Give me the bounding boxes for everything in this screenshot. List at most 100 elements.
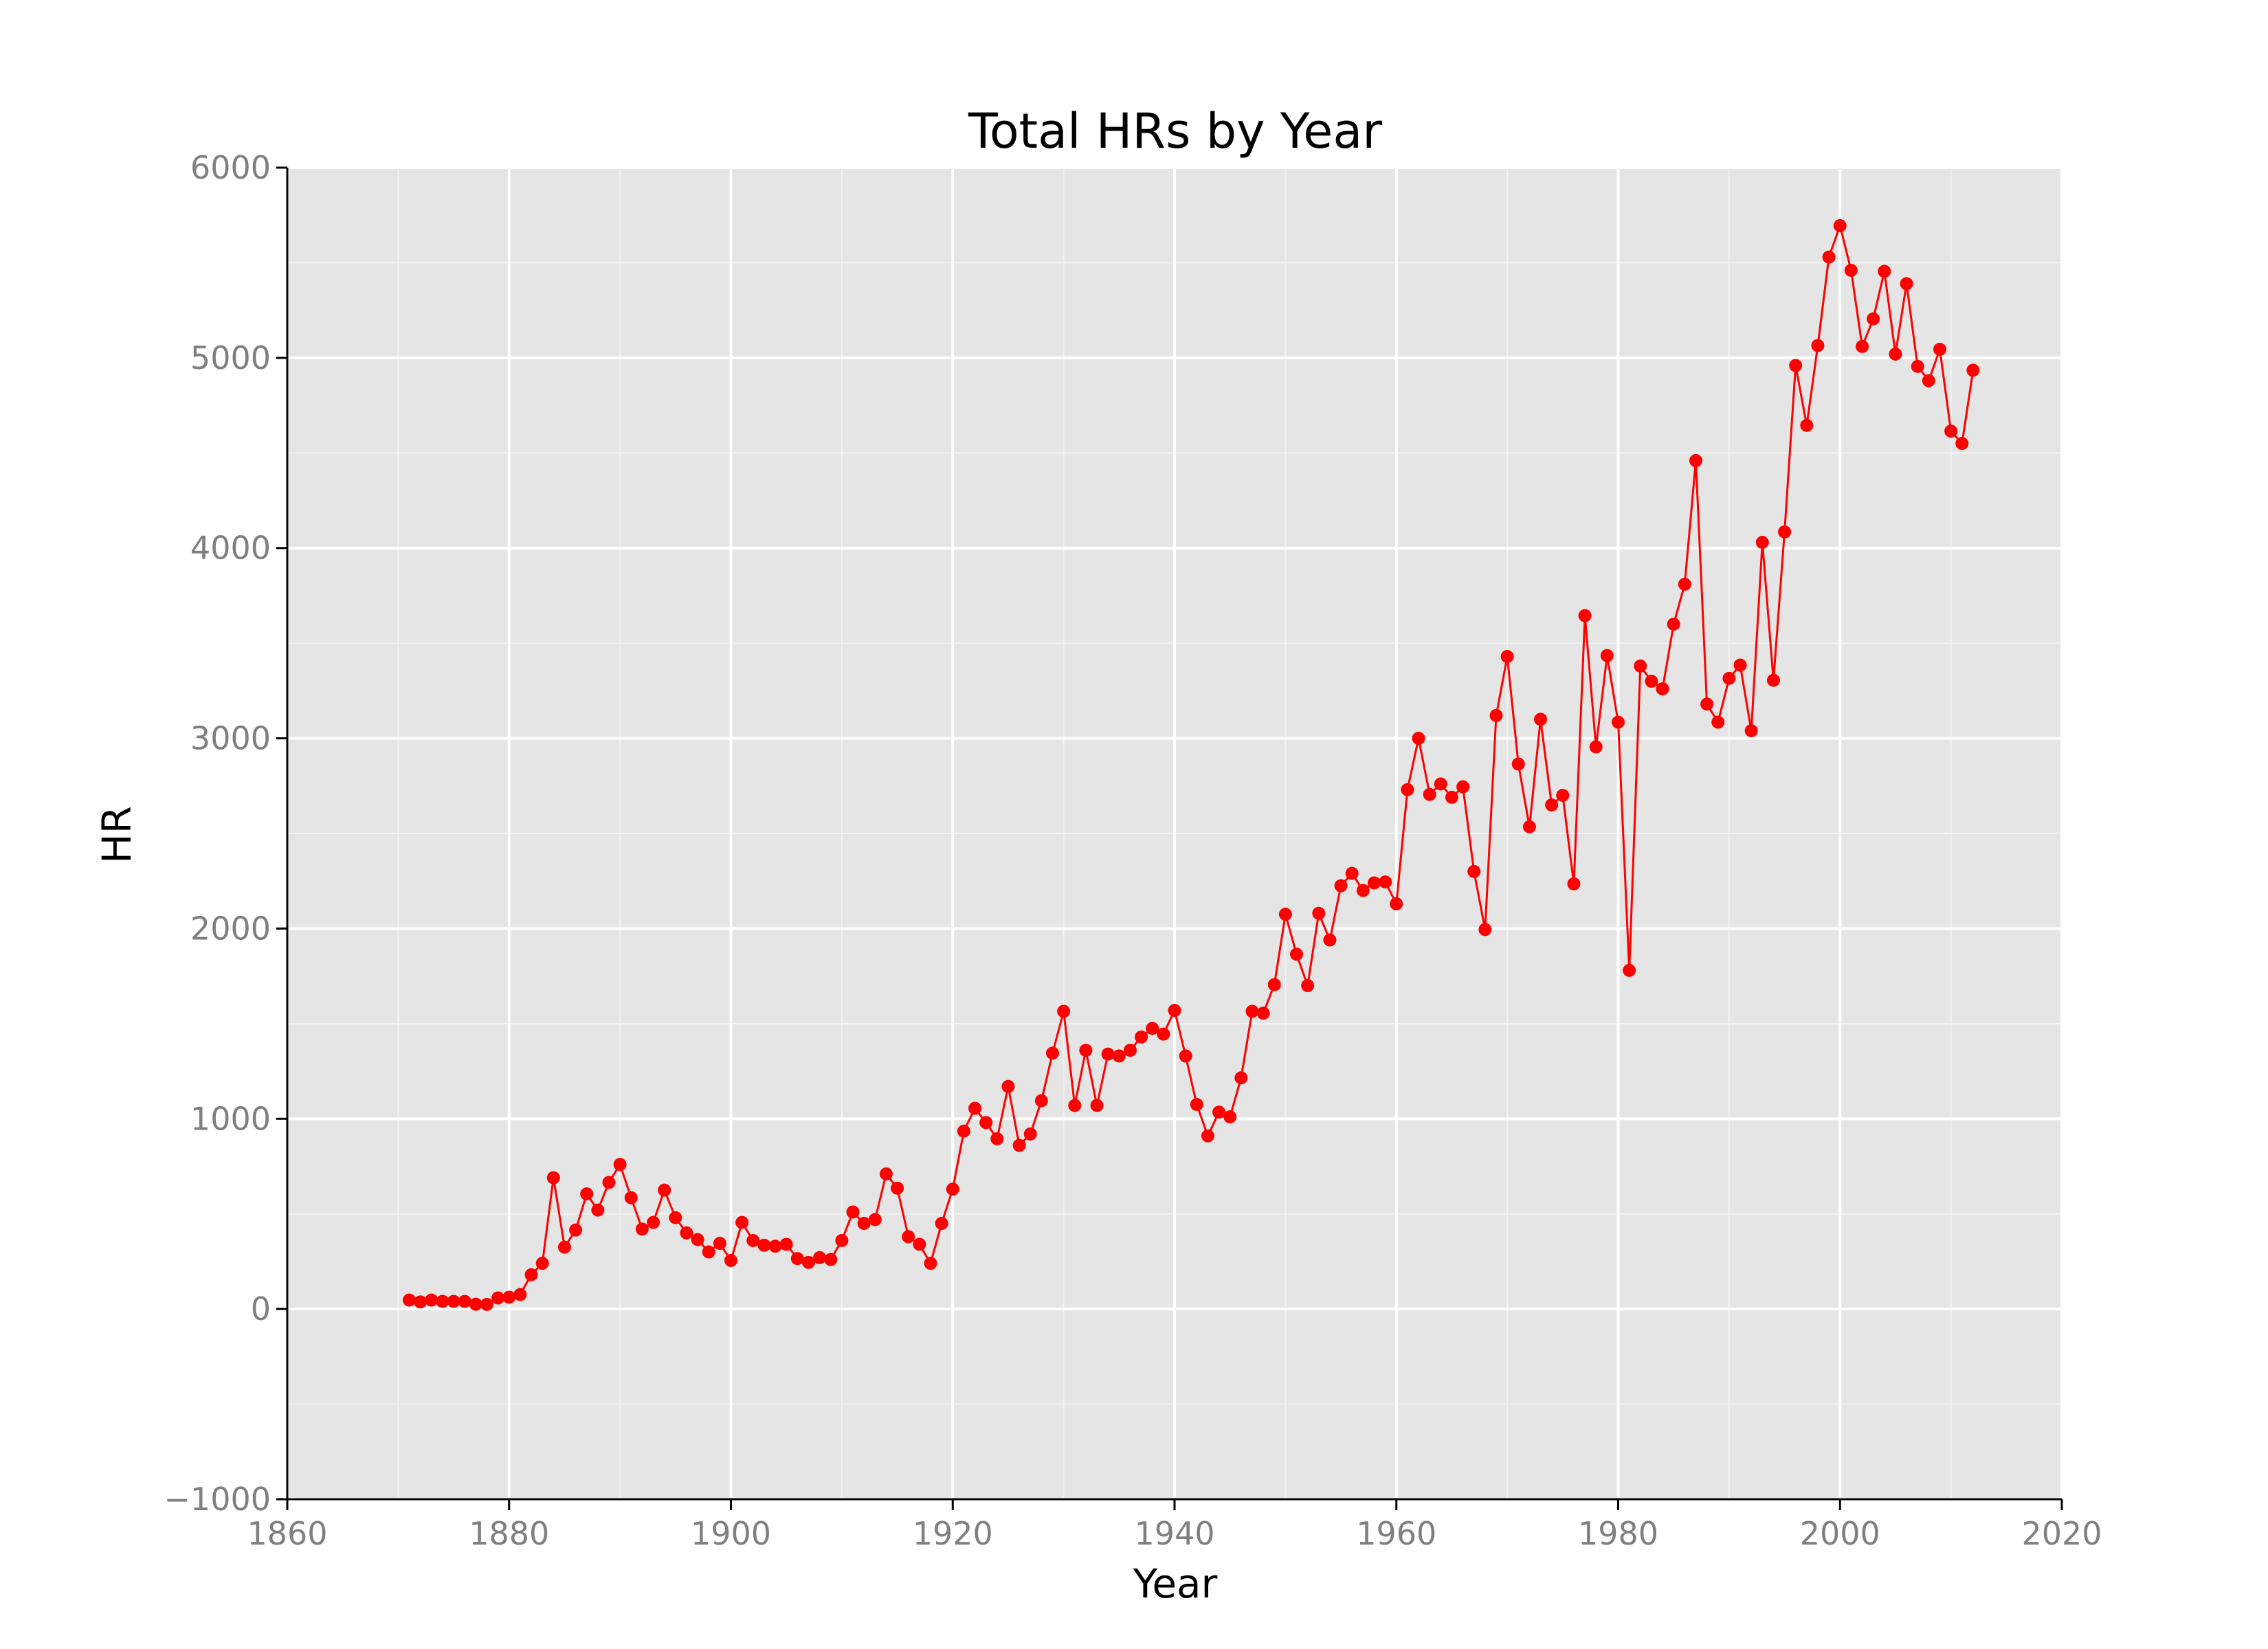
x-tick-label: 2020 (2021, 1515, 2102, 1552)
data-point (1578, 609, 1592, 622)
data-point (669, 1211, 682, 1224)
data-point (1500, 650, 1514, 664)
data-point (1534, 713, 1548, 726)
data-point (957, 1124, 970, 1138)
data-point (1334, 879, 1348, 893)
data-point (1301, 978, 1315, 992)
y-tick-label: 4000 (190, 530, 271, 567)
data-point (1944, 424, 1958, 438)
data-point (801, 1255, 815, 1269)
data-point (1522, 820, 1536, 833)
data-point (1623, 963, 1636, 977)
data-point (1667, 617, 1680, 631)
data-point (1012, 1138, 1026, 1152)
y-tick-label: 2000 (190, 910, 271, 947)
data-point (1445, 790, 1458, 804)
data-point (913, 1237, 926, 1251)
data-point (846, 1205, 860, 1219)
data-point (546, 1171, 560, 1185)
data-point (1589, 740, 1603, 754)
data-point (1733, 658, 1747, 672)
data-point (1467, 864, 1481, 878)
data-point (868, 1213, 882, 1226)
data-point (1090, 1099, 1104, 1112)
data-point (768, 1239, 782, 1253)
x-tick-label: 1980 (1578, 1515, 1658, 1552)
x-axis-label: Year (1133, 1560, 1218, 1607)
data-point (1146, 1022, 1159, 1035)
data-point (1778, 525, 1792, 539)
x-tick-label: 1960 (1356, 1515, 1436, 1552)
data-point (1135, 1030, 1148, 1044)
data-point (1001, 1079, 1015, 1093)
data-point (1401, 783, 1414, 796)
data-point (1556, 789, 1570, 803)
data-point (757, 1238, 771, 1252)
data-point (1345, 866, 1359, 880)
data-point (1478, 923, 1492, 936)
data-point (1922, 374, 1935, 388)
data-point (557, 1240, 571, 1254)
data-point (902, 1230, 915, 1244)
x-axis-tick-labels: 1860 1880 1900 1920 1940 1960 1980 2000 2020 (247, 1515, 2102, 1552)
data-point (1423, 787, 1436, 801)
data-point (1278, 908, 1292, 921)
data-point (1789, 359, 1803, 372)
data-point (458, 1294, 471, 1308)
data-point (1323, 933, 1337, 947)
data-point (935, 1217, 948, 1231)
data-point (1722, 671, 1736, 685)
data-point (924, 1257, 937, 1270)
data-point (1267, 978, 1281, 991)
data-point (946, 1182, 959, 1196)
x-tick-label: 1940 (1134, 1515, 1214, 1552)
x-tick-label: 1920 (913, 1515, 993, 1552)
data-point (1212, 1106, 1226, 1119)
data-point (635, 1222, 649, 1236)
data-point (746, 1233, 760, 1247)
data-point (1955, 436, 1969, 450)
data-point (1833, 218, 1847, 232)
data-point (469, 1297, 482, 1311)
data-point (480, 1297, 493, 1311)
data-point (1434, 777, 1447, 791)
data-point (591, 1203, 605, 1217)
data-point (979, 1116, 993, 1130)
data-point (1645, 675, 1658, 688)
y-tick-label: 3000 (190, 720, 271, 757)
data-point (1312, 906, 1326, 920)
data-point (1867, 312, 1880, 326)
y-tick-label: 0 (251, 1290, 271, 1327)
data-point (990, 1132, 1004, 1145)
data-point (1600, 649, 1614, 662)
data-point (491, 1291, 505, 1305)
data-point (1390, 897, 1403, 910)
data-point (513, 1288, 527, 1301)
data-point (879, 1167, 893, 1181)
data-point (968, 1101, 982, 1115)
data-point (1023, 1127, 1037, 1141)
data-point (1379, 875, 1392, 889)
data-point (1245, 1005, 1259, 1018)
data-point (713, 1237, 726, 1250)
data-point (824, 1253, 838, 1266)
data-point (1456, 780, 1470, 794)
data-point (1856, 339, 1869, 353)
data-point (735, 1215, 749, 1229)
data-point (680, 1226, 693, 1239)
data-point (1911, 359, 1924, 373)
data-point (1822, 250, 1836, 264)
data-point (1966, 363, 1980, 377)
data-point (414, 1295, 427, 1309)
data-point (658, 1183, 671, 1197)
data-point (1179, 1049, 1192, 1063)
data-point (613, 1158, 627, 1171)
data-point (835, 1233, 849, 1247)
data-point (1190, 1098, 1203, 1112)
data-point (1766, 673, 1780, 687)
data-point (1223, 1110, 1237, 1124)
y-axis-label: HR (93, 806, 140, 864)
data-point (535, 1257, 549, 1270)
y-tick-label: −1000 (164, 1481, 271, 1518)
